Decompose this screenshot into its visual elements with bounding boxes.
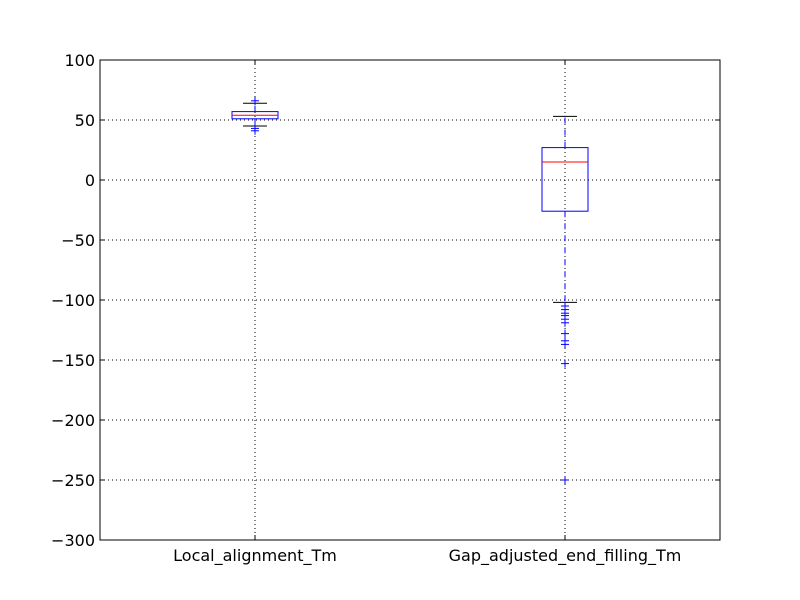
outlier-point <box>561 359 569 368</box>
iqr-box <box>541 147 589 212</box>
y-tick-label: −200 <box>51 411 95 430</box>
box-Local_alignment_Tm <box>231 96 279 135</box>
outlier-point <box>251 126 259 135</box>
y-tick-label: −100 <box>51 291 95 310</box>
x-tick-label: Gap_adjusted_end_filling_Tm <box>449 546 682 566</box>
outlier-point <box>561 476 569 484</box>
outlier-point <box>251 96 259 105</box>
y-tick-label: −50 <box>61 231 95 250</box>
axis-ticks <box>100 59 720 541</box>
grid-lines <box>100 60 720 540</box>
outlier-point <box>561 318 569 327</box>
box-Gap_adjusted_end_filling_Tm <box>541 115 589 484</box>
y-tick-label: 0 <box>85 171 95 190</box>
y-tick-label: 100 <box>64 51 95 70</box>
y-tick-label: 50 <box>75 111 95 130</box>
outlier-point <box>561 329 569 338</box>
boxes <box>231 96 589 484</box>
y-tick-label: −250 <box>51 471 95 490</box>
y-tick-label: −300 <box>51 531 95 550</box>
outlier-point <box>561 340 569 349</box>
x-tick-label: Local_alignment_Tm <box>173 546 337 566</box>
tick-labels: 100 50 0 −50 −100 −150 −200 −250 −300 Local_align… <box>51 51 681 566</box>
y-tick-label: −150 <box>51 351 95 370</box>
